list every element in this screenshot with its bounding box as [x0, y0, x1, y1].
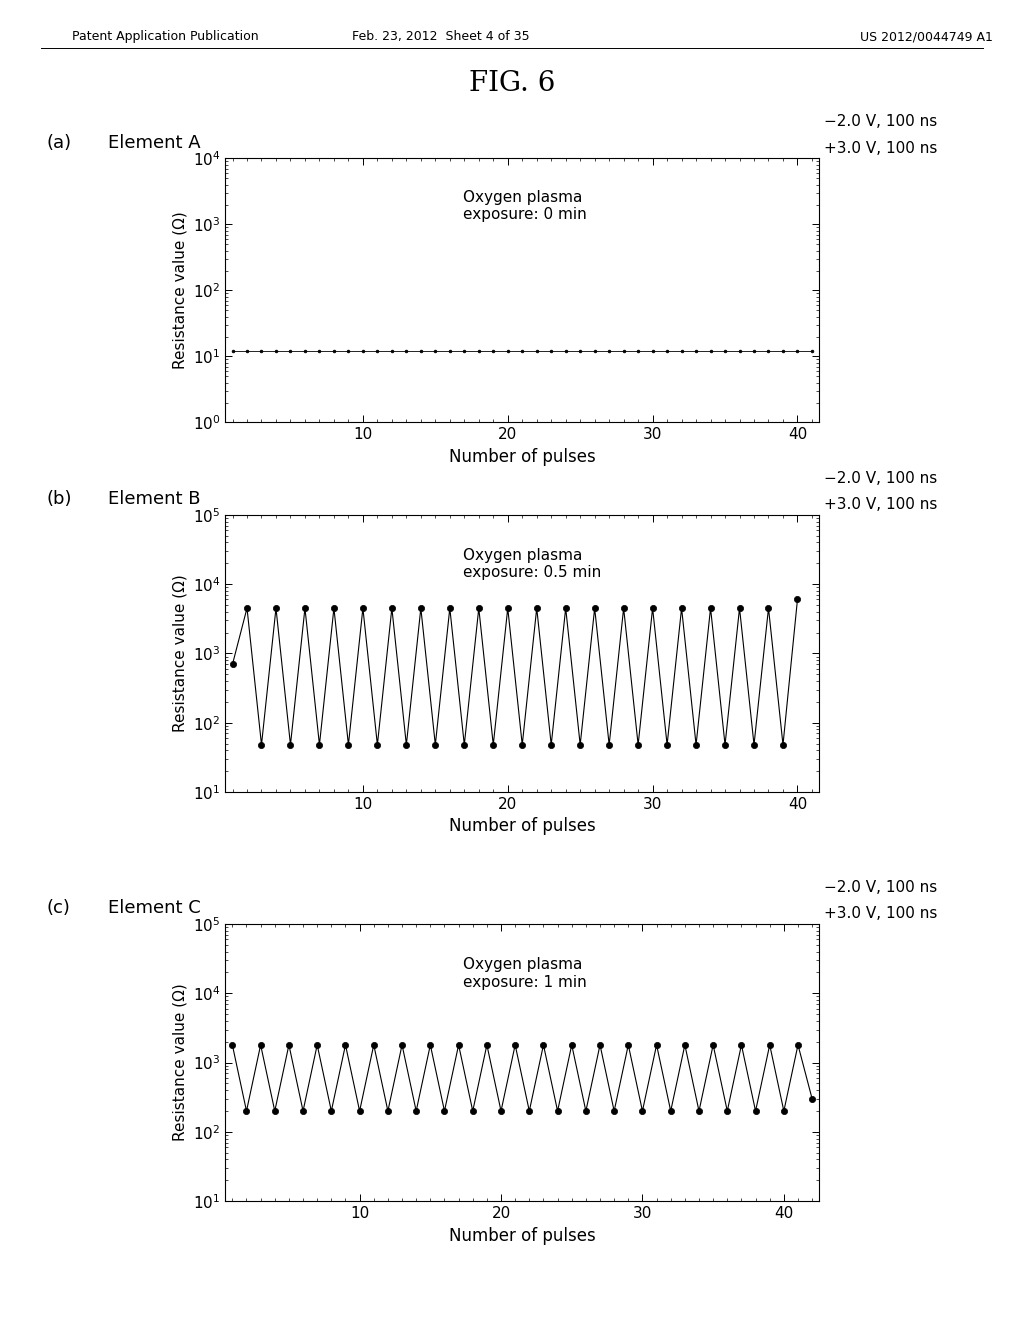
Text: Element A: Element A [108, 133, 200, 152]
Text: Feb. 23, 2012  Sheet 4 of 35: Feb. 23, 2012 Sheet 4 of 35 [351, 30, 529, 44]
Text: FIG. 6: FIG. 6 [469, 70, 555, 96]
Y-axis label: Resistance value (Ω): Resistance value (Ω) [172, 983, 187, 1142]
Text: Element B: Element B [108, 490, 200, 508]
Text: (b): (b) [46, 490, 72, 508]
Text: −2.0 V, 100 ns: −2.0 V, 100 ns [824, 880, 938, 895]
Text: (a): (a) [46, 133, 72, 152]
Text: Patent Application Publication: Patent Application Publication [72, 30, 258, 44]
Text: US 2012/0044749 A1: US 2012/0044749 A1 [860, 30, 993, 44]
Text: Element C: Element C [108, 899, 201, 917]
Text: Oxygen plasma
exposure: 0.5 min: Oxygen plasma exposure: 0.5 min [463, 548, 601, 581]
X-axis label: Number of pulses: Number of pulses [449, 447, 596, 466]
Text: Oxygen plasma
exposure: 0 min: Oxygen plasma exposure: 0 min [463, 190, 587, 223]
Y-axis label: Resistance value (Ω): Resistance value (Ω) [172, 211, 187, 370]
Text: −2.0 V, 100 ns: −2.0 V, 100 ns [824, 471, 938, 486]
Text: +3.0 V, 100 ns: +3.0 V, 100 ns [824, 498, 938, 512]
Text: −2.0 V, 100 ns: −2.0 V, 100 ns [824, 115, 938, 129]
Text: (c): (c) [46, 899, 70, 917]
X-axis label: Number of pulses: Number of pulses [449, 1226, 596, 1245]
Text: Oxygen plasma
exposure: 1 min: Oxygen plasma exposure: 1 min [463, 957, 587, 990]
Y-axis label: Resistance value (Ω): Resistance value (Ω) [172, 574, 187, 733]
Text: +3.0 V, 100 ns: +3.0 V, 100 ns [824, 907, 938, 921]
X-axis label: Number of pulses: Number of pulses [449, 817, 596, 836]
Text: +3.0 V, 100 ns: +3.0 V, 100 ns [824, 141, 938, 156]
